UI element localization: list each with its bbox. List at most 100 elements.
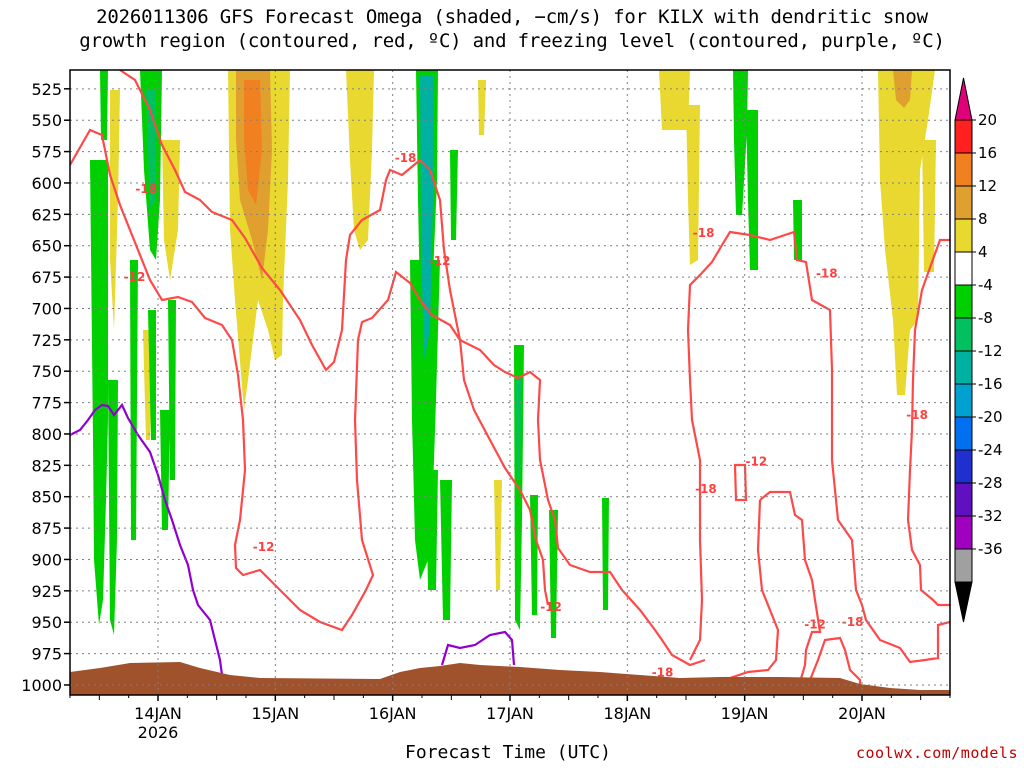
y-tick-label: 950 bbox=[31, 613, 62, 632]
terrain-ground-fill bbox=[70, 662, 950, 695]
omega-field-positive-6 bbox=[686, 105, 700, 265]
omega-field-positive-10 bbox=[494, 480, 502, 590]
colorbar-label: 12 bbox=[978, 177, 997, 195]
omega-field-negative-8 bbox=[168, 300, 176, 480]
colorbar-swatch bbox=[954, 251, 973, 286]
omega-field-negative-20 bbox=[793, 200, 802, 260]
dgz-contour-minus-12-d bbox=[729, 499, 780, 680]
contour-label: -18 bbox=[395, 151, 417, 165]
omega-field-positive-8 bbox=[922, 140, 936, 272]
x-tick-label: 15JAN bbox=[251, 704, 299, 723]
y-tick-label: 775 bbox=[31, 394, 62, 413]
omega-field-negative-4 bbox=[130, 260, 138, 540]
colorbar-swatch bbox=[954, 284, 973, 319]
colorbar-label: 4 bbox=[978, 243, 988, 261]
x-axis-label: Forecast Time (UTC) bbox=[405, 742, 611, 763]
gridlines bbox=[70, 70, 950, 695]
dgz-contour-minus-18-a bbox=[119, 70, 550, 606]
colorbar-label: -8 bbox=[978, 309, 993, 327]
x-tick-label: 14JAN bbox=[134, 704, 182, 723]
omega-field-negative-16 bbox=[549, 510, 558, 638]
omega-field-negative-19 bbox=[746, 110, 758, 270]
colorbar-label: 8 bbox=[978, 210, 988, 228]
credit-text: coolwx.com/models bbox=[855, 744, 1018, 762]
omega-field-negative-1 bbox=[90, 160, 108, 625]
x-tick-label: 19JAN bbox=[721, 704, 769, 723]
contour-label: -18 bbox=[816, 266, 838, 280]
x-tick-label: 17JAN bbox=[486, 704, 534, 723]
omega-field-positive-4 bbox=[162, 140, 180, 280]
dgz-contour-minus-18-c bbox=[906, 238, 950, 607]
dgz-contour-minus-12-c bbox=[759, 490, 822, 691]
y-tick-label: 675 bbox=[31, 268, 62, 287]
omega-field-positive-9 bbox=[478, 80, 486, 135]
y-tick-label: 975 bbox=[31, 645, 62, 664]
omega-field-positive-1-core bbox=[244, 80, 262, 205]
x-tick-year-label: 2026 bbox=[138, 723, 179, 742]
omega-field-positive-3 bbox=[110, 90, 120, 330]
omega-field-negative-12 bbox=[440, 480, 452, 620]
omega-field-negative-14-teal bbox=[516, 380, 521, 480]
y-tick-label: 1000 bbox=[21, 676, 62, 695]
y-axis: 525 550 575 600 625 650 675 700 725 750 775 800 825 8… bbox=[21, 80, 70, 695]
colorbar-label: -36 bbox=[978, 540, 1003, 558]
colorbar-label: 16 bbox=[978, 144, 997, 162]
colorbar-swatch bbox=[954, 548, 973, 583]
contour-label: -18 bbox=[906, 408, 928, 422]
colorbar-swatch bbox=[954, 119, 973, 154]
y-tick-label: 800 bbox=[31, 425, 62, 444]
colorbar-swatch bbox=[954, 482, 973, 517]
y-tick-label: 925 bbox=[31, 582, 62, 601]
colorbar-label: 20 bbox=[978, 111, 997, 129]
y-tick-label: 575 bbox=[31, 143, 62, 162]
contour-label: -18 bbox=[693, 226, 715, 240]
colorbar-swatch bbox=[954, 152, 973, 187]
colorbar-bottom-arrow bbox=[954, 581, 973, 623]
y-tick-label: 750 bbox=[31, 362, 62, 381]
dgz-contour-minus-12-b bbox=[733, 463, 748, 502]
x-tick-label: 18JAN bbox=[603, 704, 651, 723]
freezing-level-contour-b bbox=[440, 630, 516, 666]
freezing-level-contour-a bbox=[70, 402, 224, 676]
colorbar: 20 16 12 8 4 -4 -8 -12 -16 -20 -24 -28 -32 -36 bbox=[954, 77, 1003, 623]
contour-label: -12 bbox=[429, 254, 451, 268]
colorbar-swatch bbox=[954, 218, 973, 253]
contour-label: -12 bbox=[540, 600, 562, 614]
contour-label: -18 bbox=[135, 182, 157, 196]
omega-shading bbox=[90, 70, 936, 638]
omega-field-negative-2 bbox=[100, 70, 108, 140]
colorbar-swatch bbox=[954, 515, 973, 550]
colorbar-label: -32 bbox=[978, 507, 1003, 525]
colorbar-label: -12 bbox=[978, 342, 1003, 360]
y-tick-label: 700 bbox=[31, 299, 62, 318]
y-tick-label: 650 bbox=[31, 237, 62, 256]
omega-field-negative-11 bbox=[426, 470, 438, 590]
x-tick-label: 20JAN bbox=[838, 704, 886, 723]
y-tick-label: 625 bbox=[31, 205, 62, 224]
contour-label: -18 bbox=[842, 615, 864, 629]
contour-label: -12 bbox=[253, 540, 275, 554]
colorbar-label: -24 bbox=[978, 441, 1003, 459]
y-tick-label: 600 bbox=[31, 174, 62, 193]
chart-title-line-2: growth region (contoured, red, ºC) and f… bbox=[79, 30, 945, 52]
y-tick-label: 525 bbox=[31, 80, 62, 99]
colorbar-label: -28 bbox=[978, 474, 1003, 492]
omega-field-positive-7-orange bbox=[893, 70, 912, 108]
omega-field-positive-2 bbox=[346, 70, 374, 250]
dgz-contour-minus-18-d bbox=[808, 636, 862, 690]
y-tick-label: 875 bbox=[31, 519, 62, 538]
colorbar-swatch bbox=[954, 185, 973, 220]
y-tick-label: 725 bbox=[31, 331, 62, 350]
x-tick-label: 16JAN bbox=[369, 704, 417, 723]
contour-label: -12 bbox=[124, 270, 146, 284]
contour-label: -12 bbox=[804, 618, 826, 632]
y-tick-label: 850 bbox=[31, 488, 62, 507]
y-tick-label: 825 bbox=[31, 456, 62, 475]
colorbar-swatch bbox=[954, 416, 973, 451]
omega-field-negative-17 bbox=[602, 498, 609, 610]
colorbar-swatch bbox=[954, 317, 973, 352]
omega-field-negative-3 bbox=[108, 380, 118, 635]
omega-field-positive-5 bbox=[659, 70, 690, 130]
